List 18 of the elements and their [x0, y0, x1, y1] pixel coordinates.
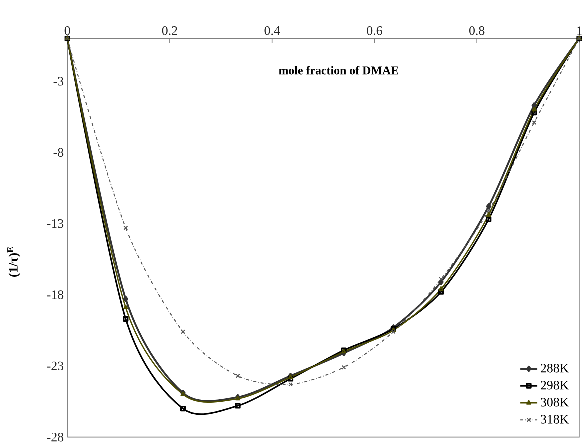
- y-tick-label: -28: [47, 432, 64, 442]
- x-tick-label: 0.6: [367, 26, 382, 36]
- y-tick-label: -8: [54, 148, 64, 157]
- legend-label: 298K: [541, 380, 570, 390]
- y-axis-title: (1/τ)$^{E}$: [8, 247, 21, 277]
- x-tick-label: 1: [577, 26, 582, 36]
- y-tick-label: -3: [54, 76, 64, 86]
- x-tick-label: 0.8: [470, 26, 485, 36]
- legend-label: 288K: [541, 364, 570, 373]
- x-tick-label: 0: [64, 26, 70, 36]
- legend-label: 308K: [541, 398, 570, 407]
- x-axis-title: mole fraction of DMAE: [279, 66, 398, 75]
- y-tick-label: -18: [47, 290, 64, 300]
- y-tick-label: -13: [47, 219, 64, 228]
- legend-label: 318K: [541, 414, 570, 424]
- x-tick-label: 0.2: [162, 26, 178, 36]
- x-tick-label: 0.4: [264, 26, 280, 36]
- y-tick-label: -23: [47, 362, 64, 370]
